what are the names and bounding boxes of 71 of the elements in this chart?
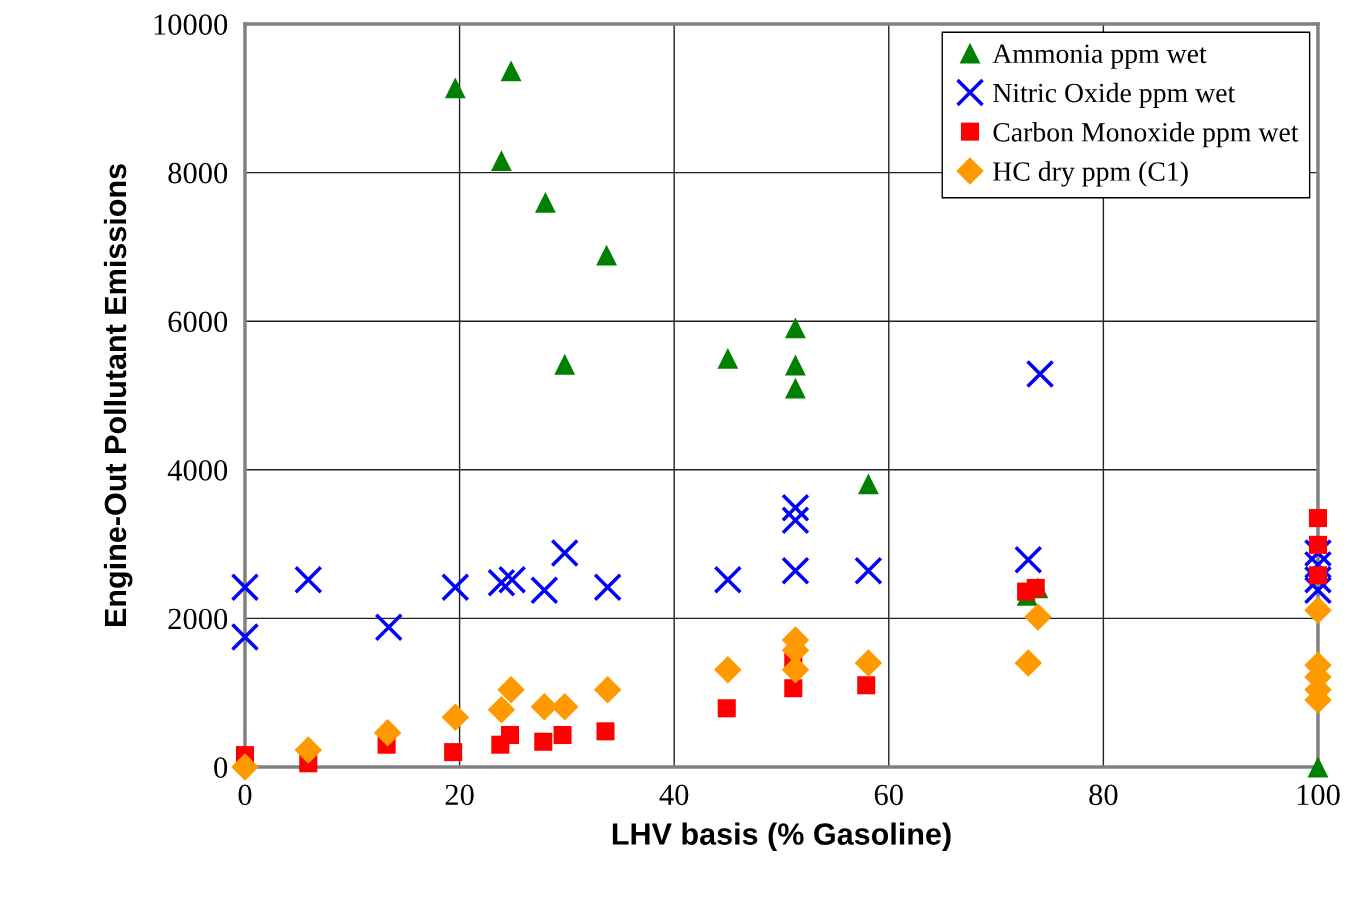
point	[785, 377, 806, 399]
point	[593, 572, 622, 602]
point	[554, 353, 576, 375]
point	[530, 575, 559, 605]
point	[717, 347, 739, 369]
point	[374, 613, 403, 642]
x-tick-label: 100	[1297, 784, 1340, 806]
point	[854, 649, 883, 677]
point	[1024, 603, 1052, 631]
point	[596, 722, 615, 741]
point	[596, 244, 617, 266]
point	[781, 556, 810, 586]
point	[500, 726, 520, 745]
point	[444, 743, 463, 762]
point	[717, 699, 736, 718]
y-axis-title: Engine-Out Pollutant Emissions	[103, 164, 133, 627]
point	[1014, 649, 1043, 677]
x-tick-label: 80	[1089, 784, 1118, 806]
point	[857, 676, 876, 695]
point	[1025, 359, 1055, 389]
point	[441, 572, 470, 602]
point	[593, 675, 622, 704]
y-tick-label: 6000	[168, 311, 228, 333]
point	[1304, 596, 1332, 624]
point	[854, 556, 883, 586]
point	[857, 473, 879, 495]
point	[373, 719, 402, 747]
point	[713, 565, 743, 594]
point	[487, 568, 516, 597]
point	[497, 675, 525, 704]
x-tick-label: 60	[874, 784, 903, 806]
point	[230, 622, 260, 652]
point	[784, 679, 803, 698]
legend-label: Ammonia ppm wet	[992, 44, 1207, 69]
point	[1308, 566, 1327, 585]
point	[781, 506, 810, 535]
point	[785, 354, 806, 376]
point	[550, 538, 579, 568]
point	[1308, 535, 1327, 554]
y-tick-label: 0	[214, 757, 228, 778]
point	[534, 732, 553, 751]
point	[553, 726, 572, 745]
legend-label: HC dry ppm (C1)	[993, 161, 1188, 187]
point	[441, 703, 470, 731]
x-axis-title: LHV basis (% Gasoline)	[612, 822, 951, 851]
point	[781, 493, 810, 522]
point	[294, 736, 323, 764]
point	[1308, 509, 1327, 528]
point	[487, 696, 516, 724]
point	[231, 753, 259, 781]
point	[714, 655, 742, 684]
point	[497, 565, 527, 594]
x-tick-label: 20	[445, 784, 474, 806]
point	[230, 572, 260, 602]
point	[785, 317, 806, 339]
point	[491, 150, 512, 172]
point	[1307, 756, 1329, 778]
x-tick-label: 0	[238, 784, 252, 806]
legend-label: Carbon Monoxide ppm wet	[993, 122, 1299, 148]
y-tick-label: 8000	[168, 162, 228, 184]
point	[1014, 545, 1043, 574]
point	[294, 565, 323, 594]
y-tick-label: 4000	[167, 460, 228, 481]
point	[1026, 578, 1045, 597]
point	[535, 191, 556, 213]
legend-label: Nitric Oxide ppm wet	[993, 82, 1236, 109]
y-tick-label: 2000	[168, 608, 228, 630]
x-tick-label: 40	[659, 784, 689, 806]
y-tick-label: 10000	[154, 14, 228, 35]
point	[444, 77, 466, 99]
point	[500, 60, 522, 82]
